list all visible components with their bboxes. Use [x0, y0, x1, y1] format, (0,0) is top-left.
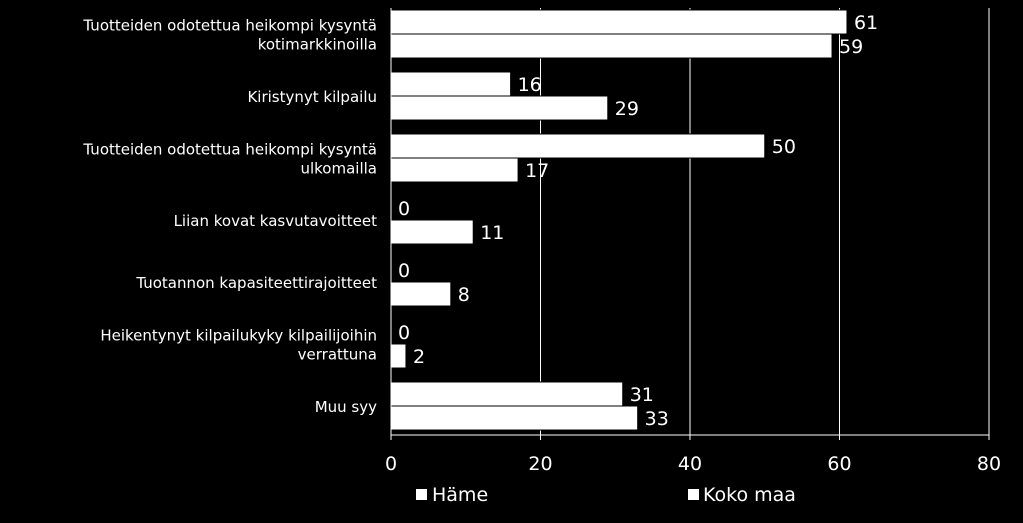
category-label-5: Heikentynyt kilpailukyky kilpailijoihin v… [100, 327, 377, 364]
data-label-koko-maa-2: 17 [525, 160, 549, 182]
x-tick-label-40: 40 [678, 453, 702, 475]
legend-label-hame: Häme [432, 484, 488, 506]
data-label-hame-5: 0 [398, 322, 410, 344]
data-label-hame-1: 16 [518, 74, 542, 96]
category-label-0: Tuotteiden odotettua heikompi kysyntä kot… [82, 17, 377, 54]
data-label-hame-0: 61 [854, 12, 878, 34]
bar-koko-maa-1 [390, 95, 609, 121]
bar-koko-maa-5 [390, 343, 407, 369]
x-tick-label-60: 60 [827, 453, 851, 475]
x-tick-label-80: 80 [977, 453, 1001, 475]
bar-hame-1 [390, 71, 512, 97]
legend-label-koko-maa: Koko maa [703, 484, 796, 506]
category-label-4: Tuotannon kapasiteettirajoitteet [135, 274, 377, 292]
bar-hame-2 [390, 133, 766, 159]
bar-hame-6 [390, 381, 624, 407]
bar-koko-maa-2 [390, 157, 519, 183]
legend-swatch-koko-maa [688, 489, 699, 500]
x-tick-label-0: 0 [385, 453, 397, 475]
x-tick-label-20: 20 [528, 453, 552, 475]
data-label-koko-maa-4: 8 [458, 284, 470, 306]
data-label-koko-maa-0: 59 [839, 36, 863, 58]
bar-hame-0 [390, 9, 848, 35]
data-label-hame-3: 0 [398, 198, 410, 220]
bar-koko-maa-4 [390, 281, 452, 307]
data-label-hame-2: 50 [772, 136, 796, 158]
bar-koko-maa-6 [390, 405, 639, 431]
data-label-koko-maa-6: 33 [645, 408, 669, 430]
data-label-koko-maa-5: 2 [413, 346, 425, 368]
category-label-2: Tuotteiden odotettua heikompi kysyntä ulk… [82, 141, 377, 178]
bar-koko-maa-0 [390, 33, 833, 59]
data-label-koko-maa-1: 29 [615, 98, 639, 120]
category-label-3: Liian kovat kasvutavoitteet [174, 212, 378, 230]
category-label-6: Muu syy [315, 398, 377, 416]
bar-koko-maa-3 [390, 219, 474, 245]
data-label-koko-maa-3: 11 [480, 222, 504, 244]
data-label-hame-6: 31 [630, 384, 654, 406]
category-label-1: Kiristynyt kilpailu [247, 88, 377, 106]
data-label-hame-4: 0 [398, 260, 410, 282]
legend-swatch-hame [416, 489, 427, 500]
